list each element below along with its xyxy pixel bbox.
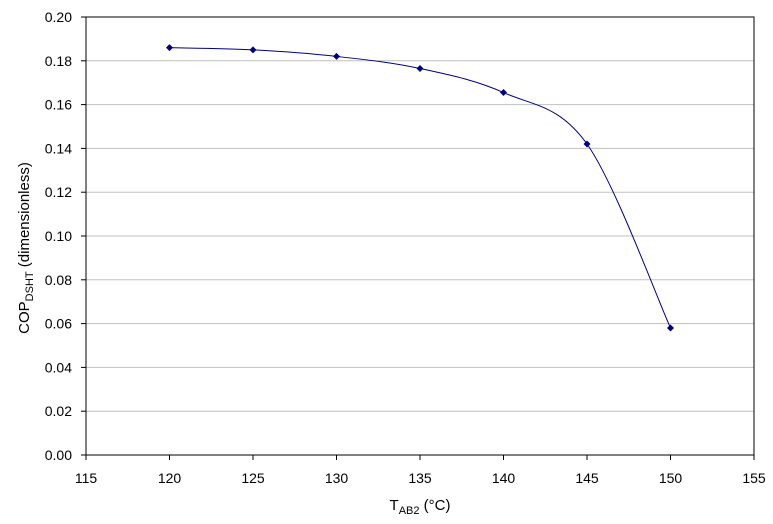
y-tick-label: 0.16: [45, 97, 72, 113]
y-tick-label: 0.10: [45, 228, 72, 244]
y-tick-label: 0.12: [45, 184, 72, 200]
y-axis-ticks: 0.00 0.02 0.04 0.06 0.08 0.10 0.12 0.14 0.16 0.18…: [45, 9, 86, 463]
y-axis-title-main: COP: [16, 301, 33, 334]
x-tick-label: 115: [75, 470, 98, 486]
x-axis-title: TAB2 (°C): [390, 497, 451, 517]
x-tick-label: 125: [241, 470, 265, 486]
x-axis-title-sub: AB2: [399, 505, 420, 517]
y-tick-label: 0.04: [45, 359, 72, 375]
y-tick-label: 0.18: [45, 53, 72, 69]
x-tick-label: 155: [742, 470, 766, 486]
series-group: [166, 44, 674, 332]
data-point: [500, 89, 507, 97]
y-tick-label: 0.00: [45, 447, 72, 463]
data-point: [249, 46, 257, 54]
data-point: [416, 64, 424, 72]
y-tick-label: 0.02: [45, 403, 72, 419]
gridlines: [86, 60, 754, 412]
y-tick-label: 0.14: [45, 140, 72, 156]
y-axis-title-sub: DSHT: [24, 271, 36, 301]
data-point: [667, 324, 674, 332]
x-tick-label: 145: [575, 470, 599, 486]
y-axis-title-rest: (dimensionless): [16, 162, 33, 271]
y-tick-label: 0.20: [45, 9, 72, 25]
x-tick-label: 130: [325, 470, 349, 486]
data-point: [333, 52, 340, 60]
y-tick-label: 0.08: [45, 272, 72, 288]
y-axis-title: COPDSHT (dimensionless): [16, 162, 36, 334]
x-axis-title-main: T: [390, 497, 399, 514]
x-tick-label: 120: [158, 470, 182, 486]
y-tick-label: 0.06: [45, 316, 72, 332]
x-tick-label: 140: [492, 470, 516, 486]
x-tick-label: 150: [659, 470, 683, 486]
x-tick-label: 135: [408, 470, 432, 486]
data-point: [583, 140, 591, 148]
x-axis-title-unit: (°C): [419, 497, 450, 514]
series-line: [169, 47, 671, 329]
data-point: [166, 44, 173, 52]
x-axis-ticks: 115 120 125 130 135 140 145 150 155: [75, 455, 766, 486]
